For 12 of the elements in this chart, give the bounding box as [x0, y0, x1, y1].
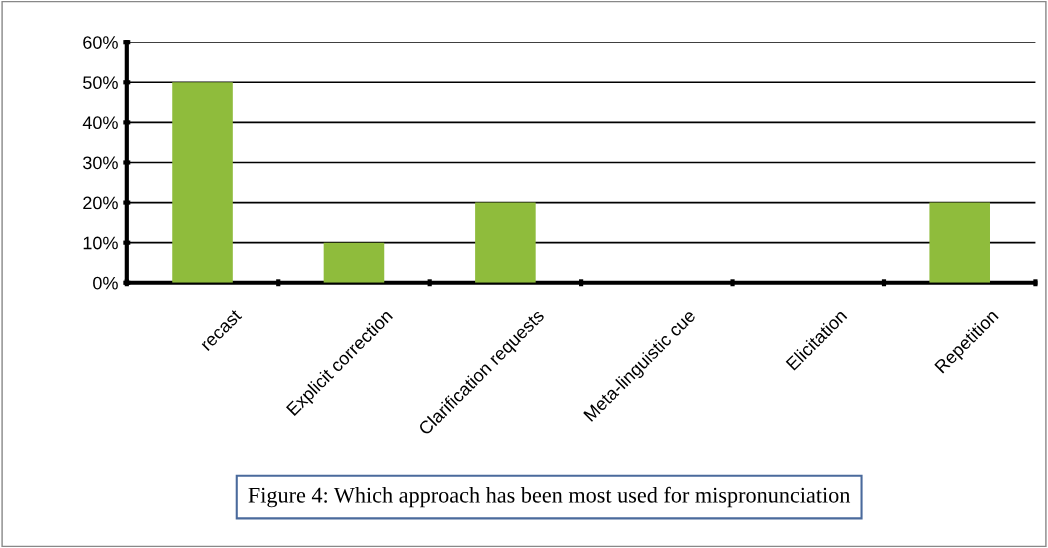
bar [475, 202, 536, 283]
y-tick-label: 20% [83, 196, 118, 210]
y-tick-label: 40% [82, 116, 118, 130]
y-tick-label: 0% [93, 276, 118, 290]
y-tick-label: 30% [83, 156, 118, 170]
bar [929, 202, 990, 283]
y-tick-label: 10% [83, 236, 118, 250]
bar [323, 242, 385, 283]
text: Figure 4: Which approach has been most used for mispronunciation [248, 486, 851, 508]
y-tick-label: 50% [83, 76, 118, 90]
y-tick-label: 60% [83, 36, 118, 49]
bar [172, 82, 233, 283]
